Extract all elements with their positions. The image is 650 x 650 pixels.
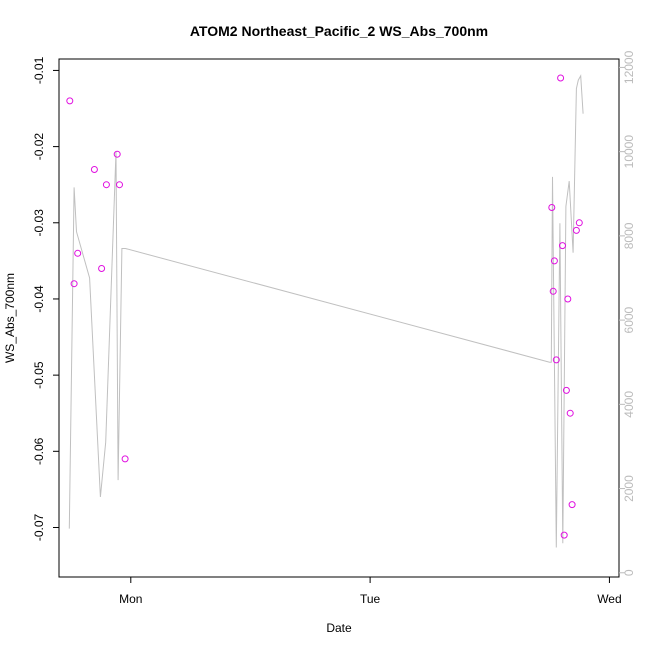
series-line <box>68 74 584 548</box>
data-point <box>575 219 583 227</box>
data-point <box>566 409 574 417</box>
y-right-tick-label: 0 <box>622 569 636 576</box>
y-right-tick-label: 4000 <box>622 391 636 418</box>
data-point <box>564 295 572 303</box>
data-point <box>98 265 106 272</box>
y-left-tick-label: -0.05 <box>32 361 46 389</box>
data-point <box>550 257 558 265</box>
data-point <box>568 501 576 509</box>
y-left-tick-label: -0.06 <box>32 437 46 465</box>
data-point <box>121 455 129 463</box>
y-left-tick-label: -0.07 <box>32 513 46 541</box>
data-point <box>113 150 121 158</box>
value-line-series <box>68 74 584 548</box>
data-point <box>562 386 570 394</box>
data-point <box>116 181 123 189</box>
x-tick-label: Mon <box>119 592 142 606</box>
data-point <box>102 181 110 189</box>
data-point <box>74 249 82 257</box>
axes: -0.07 -0.06 -0.05 -0.04 -0.03 -0.02 -0.01 0 2000… <box>32 50 636 606</box>
y-right-tick-label: 10000 <box>622 135 636 169</box>
data-point <box>560 531 568 539</box>
x-tick-label: Tue <box>360 592 381 606</box>
data-point <box>66 97 74 105</box>
data-point <box>548 204 556 211</box>
y-right-tick-label: 2000 <box>622 475 636 502</box>
y-left-tick-label: -0.01 <box>32 56 46 84</box>
y-right-tick-label: 6000 <box>622 306 636 333</box>
data-point <box>552 356 560 364</box>
y-right-tick-label: 8000 <box>622 222 636 249</box>
data-point <box>557 74 565 82</box>
plot-area <box>58 58 620 578</box>
y-axis-label: WS_Abs_700nm <box>3 273 17 363</box>
x-axis-label: Date <box>326 621 352 635</box>
y-right-tick-label: 12000 <box>622 50 636 84</box>
ws-abs-points <box>66 74 583 539</box>
chart-title: ATOM2 Northeast_Pacific_2 WS_Abs_700nm <box>190 23 488 39</box>
data-point <box>549 287 557 295</box>
y-left-tick-label: -0.02 <box>32 133 46 161</box>
x-tick-label: Wed <box>597 592 621 606</box>
data-point <box>572 226 580 234</box>
data-point <box>70 280 78 288</box>
y-left-tick-label: -0.04 <box>32 285 46 313</box>
y-left-tick-label: -0.03 <box>32 209 46 237</box>
data-point <box>559 242 566 250</box>
data-point <box>90 166 98 173</box>
